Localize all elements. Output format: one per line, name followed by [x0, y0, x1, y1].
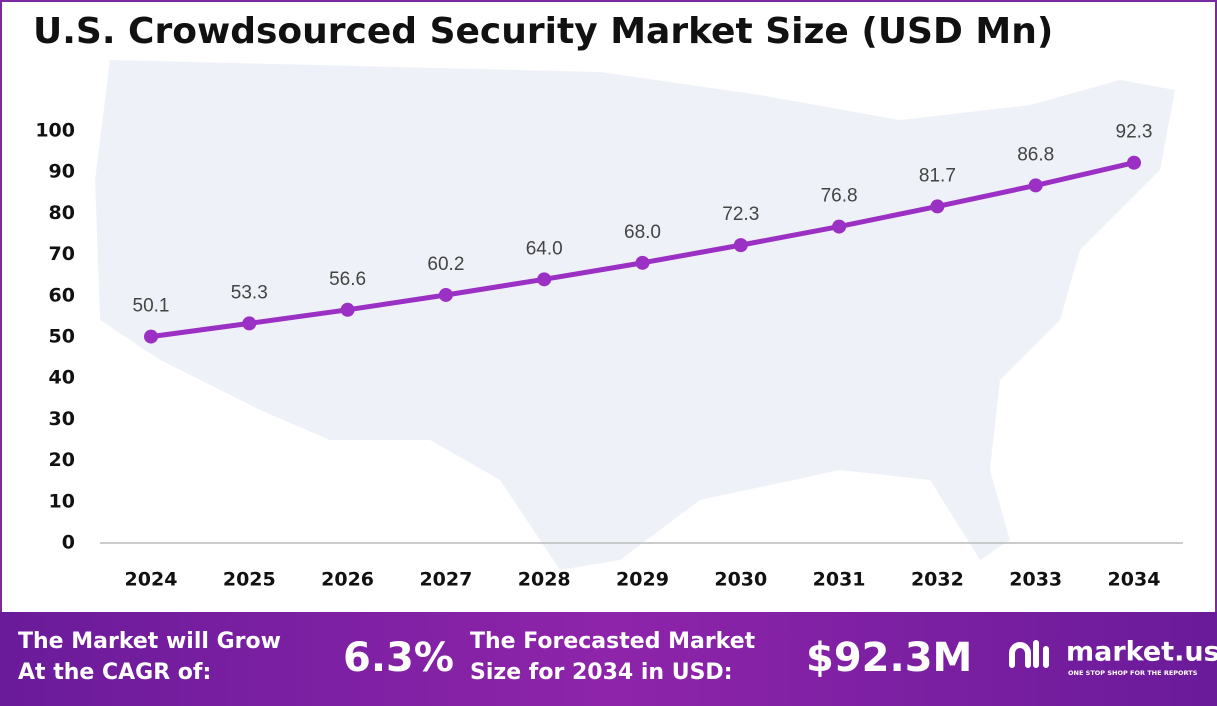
- y-tick-label: 100: [35, 120, 75, 142]
- cagr-value: 6.3%: [343, 635, 454, 681]
- x-tick-label: 2032: [911, 569, 964, 591]
- y-tick-label: 60: [49, 284, 75, 306]
- cagr-label: At the CAGR of:: [18, 660, 211, 685]
- data-point: [635, 255, 650, 270]
- y-tick-label: 20: [49, 449, 75, 471]
- y-tick-label: 50: [49, 326, 75, 348]
- value-label: 86.8: [1017, 144, 1054, 165]
- x-tick-label: 2026: [321, 569, 374, 591]
- value-label: 92.3: [1116, 122, 1153, 143]
- x-tick-label: 2027: [419, 569, 472, 591]
- x-tick-label: 2030: [714, 569, 767, 591]
- value-label: 56.6: [329, 269, 366, 290]
- logo-tagline: ONE STOP SHOP FOR THE REPORTS: [1068, 669, 1198, 677]
- y-tick-label: 70: [49, 243, 75, 265]
- value-label: 76.8: [821, 186, 858, 207]
- forecast-value: $92.3M: [806, 635, 972, 681]
- x-tick-label: 2033: [1009, 569, 1062, 591]
- data-point: [1028, 178, 1043, 193]
- x-tick-label: 2024: [125, 569, 178, 591]
- value-label: 64.0: [526, 238, 563, 259]
- x-tick-label: 2029: [616, 569, 669, 591]
- value-label: 68.0: [624, 222, 661, 243]
- y-tick-label: 0: [62, 532, 75, 554]
- value-label: 50.1: [133, 296, 170, 317]
- logo-icon: [1009, 640, 1049, 668]
- y-tick-label: 30: [49, 408, 75, 430]
- data-point: [930, 199, 945, 214]
- x-tick-label: 2028: [518, 569, 571, 591]
- value-label: 72.3: [722, 204, 759, 225]
- cagr-label: The Market will Grow: [18, 629, 281, 654]
- y-tick-label: 80: [49, 202, 75, 224]
- y-tick-label: 40: [49, 367, 75, 389]
- data-point: [144, 329, 158, 344]
- forecast-label: The Forecasted Market: [470, 629, 756, 654]
- value-label: 81.7: [919, 165, 956, 186]
- y-tick-label: 10: [49, 490, 75, 512]
- x-tick-label: 2034: [1108, 569, 1161, 591]
- data-point: [438, 287, 453, 302]
- data-point: [537, 272, 552, 287]
- data-point: [832, 219, 847, 234]
- data-point: [1127, 155, 1141, 170]
- y-tick-label: 90: [49, 161, 75, 183]
- data-point: [340, 302, 355, 317]
- value-label: 60.2: [427, 254, 464, 275]
- map-background: [95, 60, 1175, 570]
- chart-title: U.S. Crowdsourced Security Market Size (…: [33, 11, 1053, 52]
- logo: market.us: [1066, 637, 1217, 668]
- x-tick-label: 2025: [223, 569, 276, 591]
- x-tick-label: 2031: [813, 569, 866, 591]
- data-point: [242, 316, 257, 331]
- data-point: [733, 238, 748, 253]
- forecast-label: Size for 2034 in USD:: [470, 660, 733, 685]
- value-label: 53.3: [231, 282, 268, 303]
